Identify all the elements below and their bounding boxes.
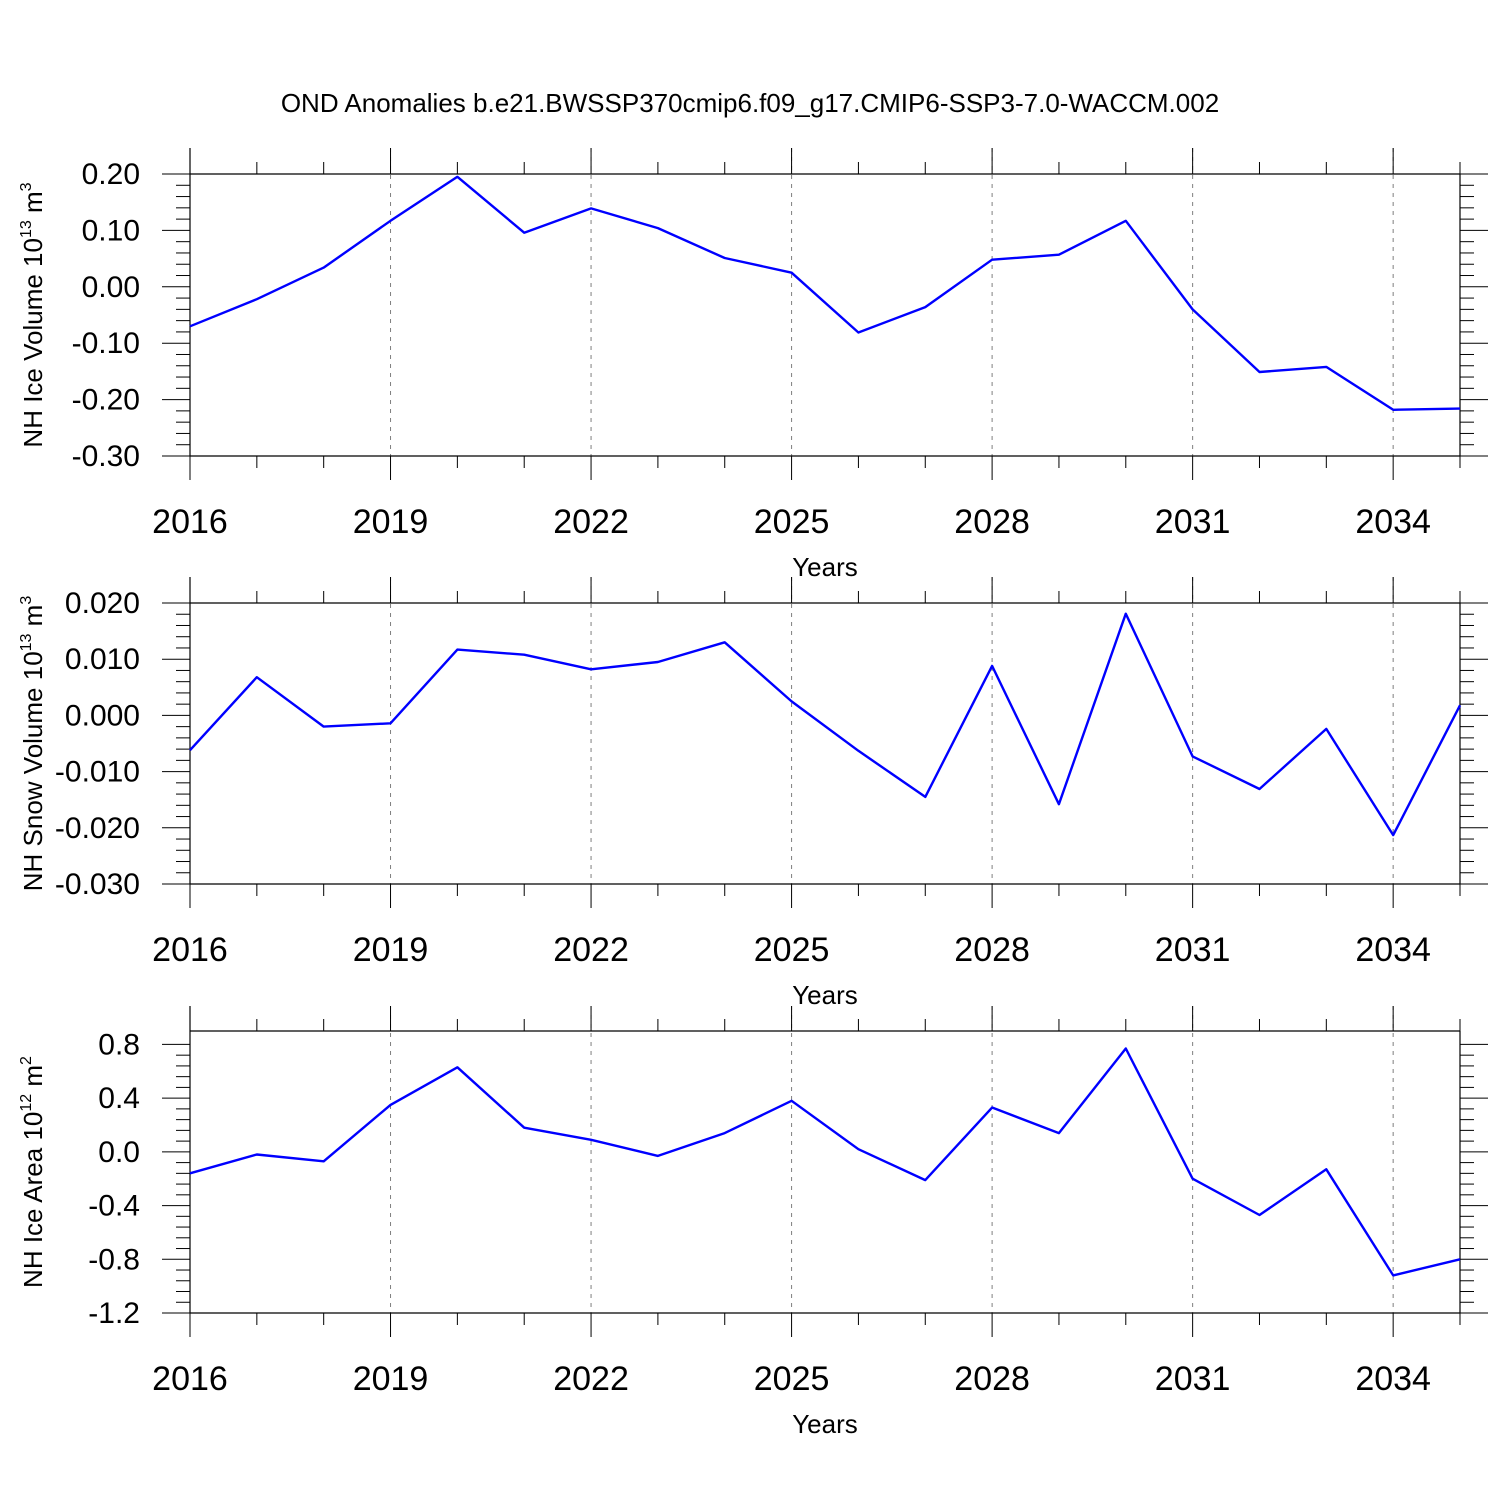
- y-tick-label: 0.4: [98, 1082, 140, 1115]
- y-axis-label: NH Ice Area 1012 m2: [18, 1056, 48, 1288]
- chart-panel-1: 2016 2019 2022 2025 2028 2031 2034 0.20 0.10 0.00…: [18, 148, 1488, 582]
- x-tick-label: 2025: [754, 503, 830, 541]
- series-line: [189, 175, 1461, 411]
- x-tick-label: 2016: [152, 503, 228, 541]
- y-axis-label-exponent: 13: [18, 633, 35, 651]
- y-tick-label: -0.8: [88, 1243, 140, 1276]
- series-line: [189, 1047, 1461, 1277]
- y-tick-label: -0.4: [88, 1190, 140, 1223]
- y-tick-label: 0.0: [98, 1136, 140, 1169]
- x-tick-label: 2034: [1355, 503, 1431, 541]
- x-tick-label: 2022: [553, 931, 629, 969]
- y-axis-label-base: NH Ice Volume 10: [18, 238, 48, 448]
- y-axis-label: NH Snow Volume 1013 m3: [18, 596, 48, 892]
- y-axis-label-base: NH Snow Volume 10: [18, 651, 48, 891]
- figure-title: OND Anomalies b.e21.BWSSP370cmip6.f09_g1…: [281, 88, 1219, 118]
- y-axis-label-unit: m: [18, 605, 48, 634]
- chart-panel-2: 2016 2019 2022 2025 2028 2031 2034 0.020 0.010 0.…: [18, 577, 1488, 1010]
- y-axis-label-exponent: 13: [18, 220, 35, 238]
- x-tick-label: 2022: [553, 1360, 629, 1398]
- x-axis-label: Years: [792, 1409, 858, 1439]
- x-tick-label: 2019: [353, 931, 429, 969]
- y-axis-label-base: NH Ice Area 10: [18, 1112, 48, 1288]
- panels: 2016 2019 2022 2025 2028 2031 20340.200.100.00…: [18, 148, 1488, 1439]
- y-tick-label: 0.8: [98, 1028, 140, 1061]
- x-tick-label: 2025: [754, 931, 830, 969]
- x-tick-label: 2034: [1355, 1360, 1431, 1398]
- x-tick-label: 2016: [152, 931, 228, 969]
- y-tick-label: -0.030: [55, 868, 140, 901]
- x-axis-label: Years: [792, 980, 858, 1010]
- y-axis-label-unit: m: [18, 1065, 48, 1094]
- x-tick-label: 2025: [754, 1360, 830, 1398]
- y-tick-label: 0.020: [65, 587, 140, 620]
- y-tick-label: -0.20: [72, 384, 140, 417]
- x-axis-label: Years: [792, 552, 858, 582]
- y-axis-label-exponent: 12: [18, 1094, 35, 1112]
- x-tick-label: 2019: [353, 1360, 429, 1398]
- chart-panel-3: 2016 2019 2022 2025 2028 2031 2034 0.8 0.4 0.0 -0.…: [18, 1006, 1488, 1439]
- y-tick-label: -0.010: [55, 756, 140, 789]
- x-tick-label: 2031: [1155, 1360, 1231, 1398]
- x-tick-label: 2028: [954, 931, 1030, 969]
- y-axis-label-unit-exponent: 3: [18, 596, 35, 605]
- x-tick-label: 2031: [1155, 931, 1231, 969]
- y-tick-label: -1.2: [88, 1297, 140, 1330]
- y-tick-label: 0.00: [82, 271, 140, 304]
- x-tick-label: 2028: [954, 1360, 1030, 1398]
- y-tick-label: -0.10: [72, 327, 140, 360]
- y-axis-label: NH Ice Volume 1013 m3: [18, 182, 48, 447]
- y-axis-label-unit-exponent: 2: [18, 1056, 35, 1065]
- x-tick-label: 2016: [152, 1360, 228, 1398]
- x-tick-label: 2019: [353, 503, 429, 541]
- x-tick-label: 2034: [1355, 931, 1431, 969]
- x-tick-label: 2031: [1155, 503, 1231, 541]
- y-tick-label: 0.10: [82, 214, 140, 247]
- x-tick-label: 2028: [954, 503, 1030, 541]
- x-tick-label: 2022: [553, 503, 629, 541]
- y-tick-label: -0.020: [55, 812, 140, 845]
- y-tick-label: -0.30: [72, 440, 140, 473]
- y-tick-label: 0.010: [65, 643, 140, 676]
- y-tick-label: 0.20: [82, 158, 140, 191]
- series-line: [189, 612, 1462, 837]
- y-axis-label-unit: m: [18, 191, 48, 220]
- y-axis-label-unit-exponent: 3: [18, 182, 35, 191]
- y-tick-label: 0.000: [65, 699, 140, 732]
